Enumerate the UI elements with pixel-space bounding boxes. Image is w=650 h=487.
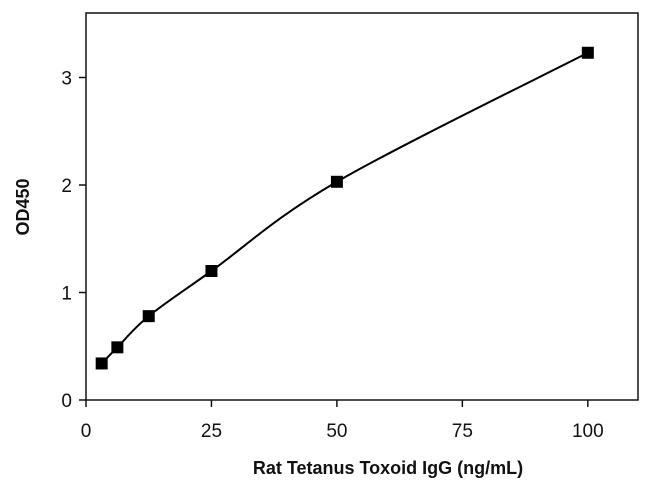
y-tick-label: 2 <box>61 176 72 197</box>
x-tick-label: 25 <box>201 421 222 442</box>
data-point <box>142 310 155 323</box>
data-point <box>95 357 108 370</box>
fit-curve <box>100 51 589 365</box>
data-point <box>111 341 124 354</box>
x-tick-label: 0 <box>81 421 92 442</box>
plot-frame <box>85 12 639 401</box>
y-axis-ticks: 0 1 2 3 <box>61 69 86 412</box>
x-tick-label: 100 <box>572 421 604 442</box>
data-point <box>205 265 218 277</box>
x-axis-ticks: 0 25 50 75 100 <box>81 400 604 442</box>
y-axis-label: OD450 <box>13 178 33 235</box>
x-tick-label: 50 <box>326 421 347 442</box>
y-tick-label: 3 <box>61 69 72 90</box>
x-axis-label: Rat Tetanus Toxoid IgG (ng/mL) <box>253 458 523 478</box>
data-points <box>95 46 594 370</box>
data-point <box>330 175 343 188</box>
data-point <box>581 46 594 59</box>
x-tick-label: 75 <box>452 421 473 442</box>
y-tick-label: 1 <box>61 284 72 305</box>
y-tick-label: 0 <box>61 391 72 412</box>
